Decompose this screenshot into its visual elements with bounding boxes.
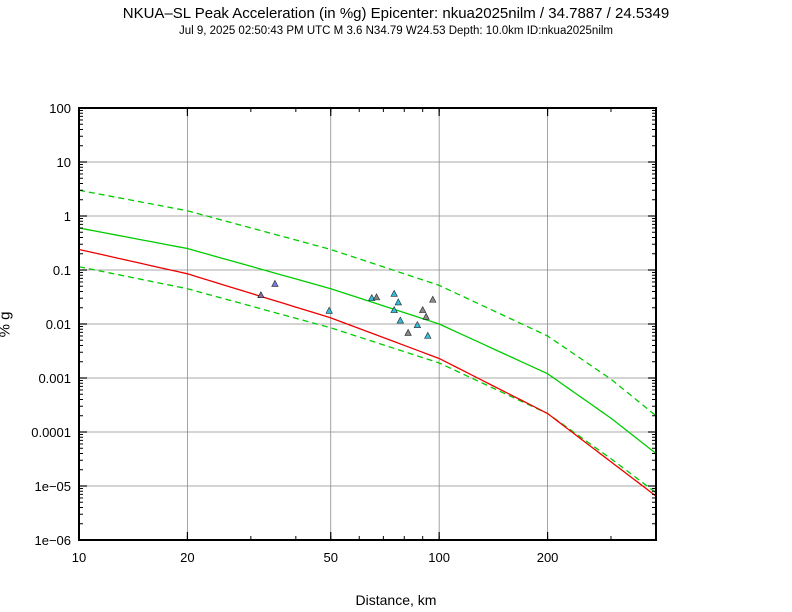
station-marker	[372, 293, 381, 301]
curve-1	[79, 189, 656, 417]
y-tick-label: 100	[49, 101, 71, 116]
station-marker	[422, 312, 430, 320]
x-tick-label: 100	[428, 550, 450, 565]
curve-0	[79, 227, 656, 455]
station-marker	[394, 298, 402, 306]
y-tick-label: 1e−05	[34, 479, 71, 494]
x-tick-label: 10	[72, 550, 86, 565]
curve-2	[79, 266, 656, 494]
x-axis-label: Distance, km	[355, 592, 437, 608]
y-tick-label: 10	[57, 155, 71, 170]
ticks-group: 10 20 50 100 200 100 10 1 0.1 0.01 0.001 0.0001 1e−0…	[31, 101, 657, 565]
station-marker	[396, 316, 404, 324]
station-marker	[418, 305, 427, 313]
x-tick-label: 20	[180, 550, 194, 565]
station-marker	[390, 305, 398, 313]
station-marker	[271, 279, 279, 287]
y-tick-label: 0.1	[53, 263, 71, 278]
y-tick-label: 1	[64, 209, 71, 224]
curve-3	[79, 248, 656, 497]
grid-lines	[79, 108, 656, 540]
chart-subtitle: Jul 9, 2025 02:50:43 PM UTC M 3.6 N34.79…	[178, 25, 614, 37]
station-marker	[429, 295, 437, 303]
station-marker	[257, 291, 265, 299]
stations-group	[257, 279, 437, 339]
y-tick-label: 0.001	[38, 371, 71, 386]
x-tick-label: 50	[324, 550, 338, 565]
y-tick-label: 1e−06	[34, 533, 71, 548]
y-tick-label: 0.01	[46, 317, 71, 332]
station-marker	[404, 328, 412, 336]
curves-group	[79, 189, 656, 497]
station-marker	[424, 331, 432, 339]
chart-title: NKUA–SL Peak Acceleration (in %g) Epicen…	[122, 5, 670, 22]
y-tick-label: 0.0001	[31, 425, 71, 440]
station-marker	[325, 306, 333, 314]
x-tick-label: 200	[537, 550, 559, 565]
station-marker	[390, 289, 398, 297]
station-marker	[413, 320, 422, 328]
